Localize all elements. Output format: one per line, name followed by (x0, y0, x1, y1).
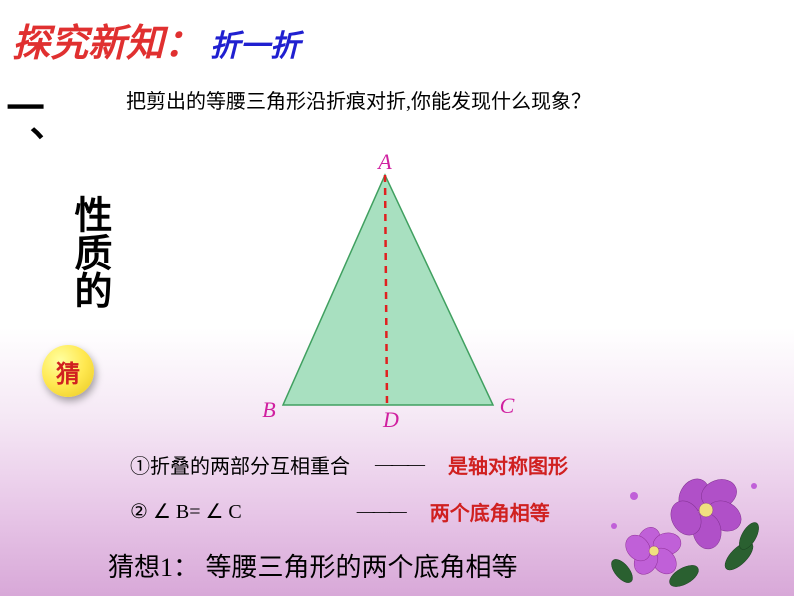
title-sub: 折一折 (210, 21, 300, 65)
statement-2-result: 两个底角相等 (430, 497, 550, 526)
vertex-label-a: A (376, 150, 392, 174)
conjecture-label: 猜想1： (108, 553, 199, 582)
arrow-1: ——— (375, 454, 423, 475)
statement-1-text: ①折叠的两部分互相重合 (130, 450, 350, 479)
question-text: 把剪出的等腰三角形沿折痕对折,你能发现什么现象？ (126, 88, 746, 116)
title-main: 探究新知： (12, 12, 202, 67)
statement-2-text: ② ∠ B= ∠ C (130, 499, 242, 524)
title-area: 探究新知： 折一折 (12, 12, 300, 67)
conjecture: 猜想1： 等腰三角形的两个底角相等 (108, 547, 518, 584)
statement-1-result: 是轴对称图形 (448, 450, 568, 479)
vertex-label-b: B (262, 397, 275, 422)
left-label-partial: 一、 (0, 88, 49, 164)
left-label-property: 性质的 (62, 195, 117, 309)
vertex-label-c: C (500, 393, 515, 418)
vertex-label-d: D (382, 407, 399, 432)
triangle-diagram: A B C D (235, 150, 535, 430)
statement-1: ①折叠的两部分互相重合 ——— 是轴对称图形 (130, 450, 568, 479)
statement-2: ② ∠ B= ∠ C ——— 两个底角相等 (130, 497, 550, 526)
triangle-shape (283, 175, 493, 405)
guess-circle: 猜 (42, 345, 94, 397)
triangle-svg: A B C D (235, 150, 535, 440)
conjecture-text: 等腰三角形的两个底角相等 (206, 553, 518, 582)
guess-char: 猜 (56, 354, 80, 389)
flower-decoration (594, 436, 774, 596)
arrow-2: ——— (357, 501, 405, 522)
